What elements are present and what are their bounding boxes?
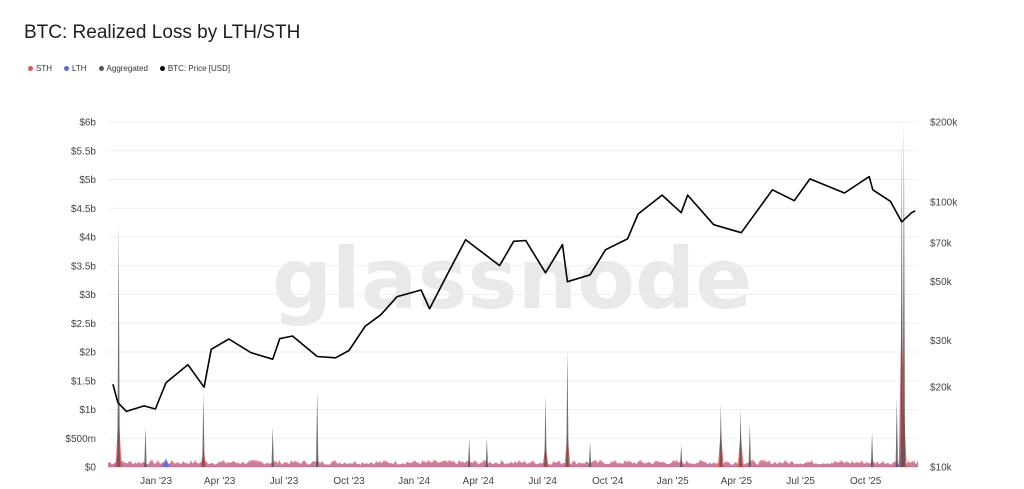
y-left-tick-label: $2b — [79, 348, 96, 359]
y-left-tick-label: $4b — [79, 233, 96, 244]
x-tick-label: Apr '24 — [463, 476, 495, 487]
legend-dot-price — [159, 66, 165, 71]
legend-item-aggregated[interactable]: Aggregated — [98, 64, 148, 73]
aggregated-spike — [719, 403, 723, 467]
x-tick-label: Jul '23 — [270, 476, 299, 487]
y-left-tick-label: $5.5b — [71, 146, 96, 157]
x-tick-label: Oct '25 — [850, 476, 882, 487]
y-right-tick-label: $50k — [930, 277, 953, 288]
x-tick-label: Apr '25 — [721, 476, 753, 487]
legend-dot-aggregated — [98, 66, 104, 71]
legend-label-aggregated: Aggregated — [106, 64, 148, 73]
watermark: glassnode — [272, 230, 752, 328]
aggregated-spike — [566, 349, 569, 467]
aggregated-spike — [144, 426, 147, 467]
y-left-tick-label: $3b — [79, 290, 96, 301]
aggregated-spike — [902, 122, 906, 467]
x-tick-label: Oct '23 — [333, 476, 365, 487]
aggregated-spike — [117, 219, 120, 467]
legend-label-lth: LTH — [72, 64, 87, 73]
y-left-tick-label: $4.5b — [71, 204, 96, 215]
x-tick-label: Jul '24 — [528, 476, 557, 487]
x-tick-label: Jul '25 — [786, 476, 815, 487]
aggregated-spike — [588, 441, 592, 467]
aggregated-spike — [271, 426, 274, 467]
y-right-tick-label: $70k — [930, 238, 953, 249]
legend-dot-sth — [28, 66, 33, 71]
aggregated-spike — [202, 392, 205, 467]
y-right-tick-label: $10k — [930, 463, 953, 474]
aggregated-spike — [748, 423, 751, 467]
y-left-tick-label: $1b — [79, 405, 96, 416]
x-tick-label: Jan '25 — [657, 476, 689, 487]
y-right-tick-label: $20k — [930, 383, 953, 394]
y-left-tick-label: $500m — [65, 434, 96, 445]
aggregated-spike — [870, 432, 874, 467]
legend-dot-lth — [64, 66, 69, 71]
aggregated-spike — [467, 438, 471, 467]
lth-spike — [161, 458, 170, 467]
aggregated-spike — [680, 444, 683, 467]
x-tick-label: Jan '24 — [398, 476, 430, 487]
aggregated-spike — [739, 409, 742, 467]
y-left-tick-label: $2.5b — [71, 319, 96, 330]
y-right-tick-label: $200k — [930, 118, 958, 129]
y-left-tick-label: $3.5b — [71, 261, 96, 272]
legend-item-lth[interactable]: LTH — [64, 64, 87, 73]
y-left-tick-label: $5b — [79, 175, 96, 186]
y-left-tick-label: $6b — [79, 118, 96, 129]
aggregated-spike — [900, 139, 903, 467]
y-right-tick-label: $100k — [930, 197, 958, 208]
x-tick-label: Jan '23 — [140, 476, 172, 487]
x-tick-label: Apr '23 — [204, 476, 236, 487]
aggregated-spike — [544, 395, 547, 467]
legend-label-price: BTC: Price [USD] — [167, 64, 231, 73]
price-line — [112, 175, 916, 413]
y-left-tick-label: $0 — [85, 463, 97, 474]
sth-area — [108, 459, 918, 467]
y-left-tick-label: $1.5b — [71, 376, 96, 387]
y-right-tick-label: $30k — [930, 336, 953, 347]
legend-item-sth[interactable]: STH — [28, 64, 52, 73]
aggregated-spike — [895, 398, 898, 467]
chart-legend: STH LTH Aggregated BTC: Price [USD] — [28, 64, 230, 73]
chart-title: BTC: Realized Loss by LTH/STH — [24, 22, 301, 43]
legend-label-sth: STH — [36, 64, 52, 73]
aggregated-spike — [485, 438, 489, 467]
aggregated-spike — [316, 389, 319, 467]
x-tick-label: Oct '24 — [592, 476, 624, 487]
legend-item-price[interactable]: BTC: Price [USD] — [159, 64, 231, 73]
